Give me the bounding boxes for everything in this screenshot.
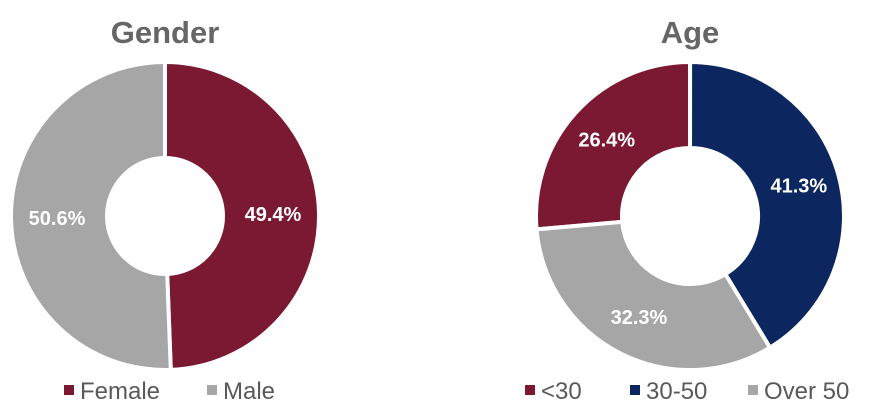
gender-legend-swatch-male (207, 385, 217, 395)
age-data-label-over-50: 32.3% (611, 307, 668, 329)
gender-data-label-female: 49.4% (245, 204, 302, 226)
age-legend-swatch-over-50 (748, 385, 758, 395)
age-data-label-30-50: 41.3% (770, 176, 827, 198)
age-chart-title: Age (661, 15, 720, 50)
gender-slice-male (9, 60, 173, 372)
gender-legend-swatch-female (64, 385, 74, 395)
age-data-label-lt-30: 26.4% (578, 130, 635, 152)
gender-slice-female (163, 60, 321, 372)
age-legend-label-lt-30: <30 (541, 378, 582, 405)
age-slice-over-50 (534, 219, 772, 372)
age-legend-label-30-50: 30-50 (646, 378, 707, 405)
age-legend-swatch-lt-30 (525, 385, 535, 395)
age-slice-lt-30 (534, 60, 693, 232)
gender-chart-title: Gender (111, 15, 220, 50)
age-legend-swatch-30-50 (630, 385, 640, 395)
gender-data-label-male: 50.6% (29, 208, 86, 230)
age-legend-label-over-50: Over 50 (764, 378, 849, 405)
gender-legend-label-male: Male (223, 378, 275, 405)
gender-legend-label-female: Female (80, 378, 160, 405)
